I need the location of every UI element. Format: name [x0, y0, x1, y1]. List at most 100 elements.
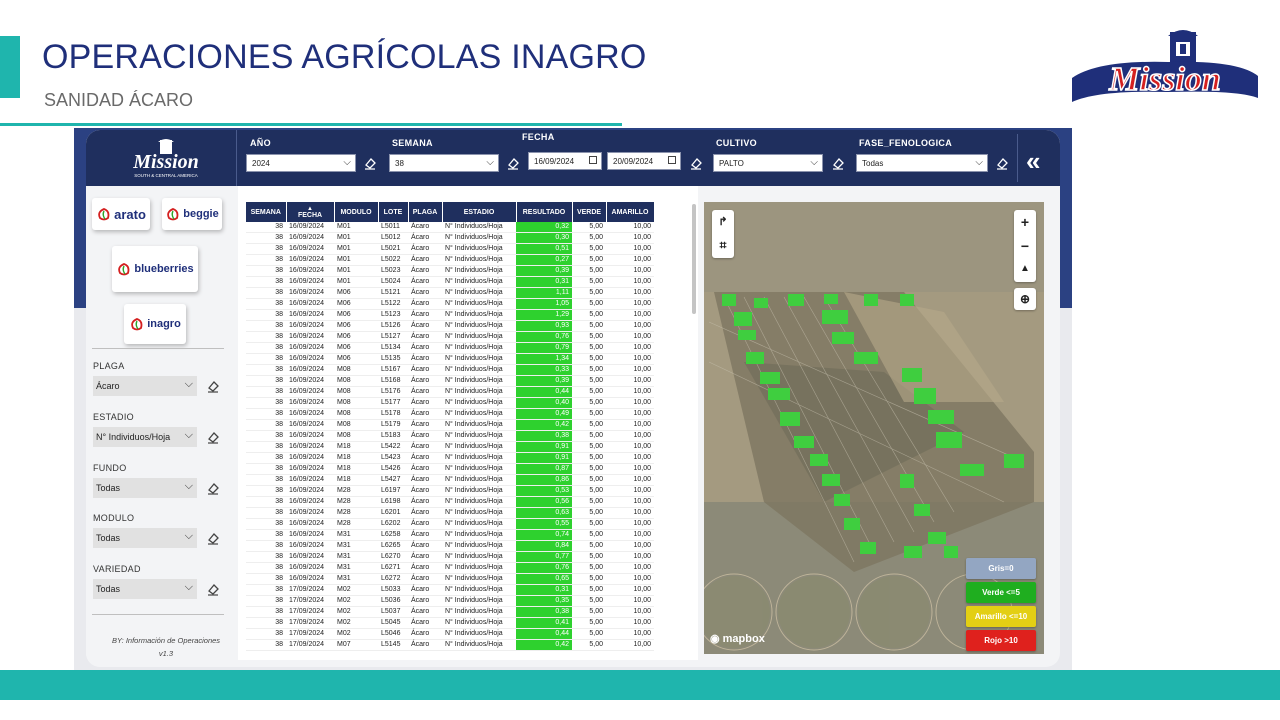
table-cell: 5,00 — [572, 265, 606, 278]
fecha-to-input[interactable]: 20/09/2024 — [607, 152, 681, 170]
table-row[interactable]: 38 16/09/2024 M06 L5127 Ácaro N° Individuos/H… — [246, 331, 654, 344]
fecha-from-input[interactable]: 16/09/2024 — [528, 152, 602, 170]
table-row[interactable]: 38 17/09/2024 M02 L5037 Ácaro N° Individuos/H… — [246, 606, 654, 619]
table-cell: 10,00 — [606, 485, 654, 498]
column-header[interactable]: MODULO — [334, 202, 379, 222]
column-header[interactable]: ESTADIO — [442, 202, 517, 222]
table-row[interactable]: 38 16/09/2024 M01 L5023 Ácaro N° Individuos/H… — [246, 265, 654, 278]
table-row[interactable]: 38 16/09/2024 M28 L6197 Ácaro N° Individuos/H… — [246, 485, 654, 498]
table-row[interactable]: 38 16/09/2024 M06 L5126 Ácaro N° Individuos/H… — [246, 320, 654, 333]
table-row[interactable]: 38 16/09/2024 M18 L5427 Ácaro N° Individuos/H… — [246, 474, 654, 487]
table-scrollbar[interactable] — [692, 204, 696, 314]
column-header[interactable]: ▲ FECHA — [286, 202, 335, 222]
table-row[interactable]: 38 16/09/2024 M18 L5423 Ácaro N° Individuos/H… — [246, 452, 654, 465]
plaga-dropdown[interactable]: Ácaro ⌵ — [93, 376, 197, 396]
column-header[interactable]: AMARILLO — [606, 202, 655, 222]
eraser-icon[interactable] — [206, 430, 220, 444]
estadio-label: ESTADIO — [93, 412, 134, 422]
column-header[interactable]: SEMANA — [246, 202, 287, 222]
table-row[interactable]: 38 17/09/2024 M02 L5045 Ácaro N° Individuos/H… — [246, 617, 654, 630]
mapbox-attribution[interactable]: ◉ mapbox — [710, 633, 765, 645]
table-row[interactable]: 38 16/09/2024 M01 L5024 Ácaro N° Individuos/H… — [246, 276, 654, 289]
table-row[interactable]: 38 16/09/2024 M31 L6265 Ácaro N° Individuos/H… — [246, 540, 654, 553]
table-row[interactable]: 38 16/09/2024 M31 L6258 Ácaro N° Individuos/H… — [246, 529, 654, 542]
brand-button-arato[interactable]: arato — [92, 198, 150, 230]
table-row[interactable]: 38 16/09/2024 M06 L5121 Ácaro N° Individuos/H… — [246, 287, 654, 300]
compass-icon[interactable]: ▲ — [1020, 263, 1030, 274]
table-row[interactable]: 38 16/09/2024 M08 L5178 Ácaro N° Individuos/H… — [246, 408, 654, 421]
table-row[interactable]: 38 17/09/2024 M07 L5145 Ácaro N° Individuos/H… — [246, 639, 654, 652]
eraser-icon[interactable] — [206, 582, 220, 596]
table-row[interactable]: 38 16/09/2024 M08 L5168 Ácaro N° Individuos/H… — [246, 375, 654, 388]
brand-button-blueberries[interactable]: blueberries — [112, 246, 198, 292]
table-cell: 0,55 — [516, 518, 572, 531]
eraser-icon[interactable] — [506, 156, 520, 170]
table-cell: 5,00 — [572, 254, 606, 267]
share-icon[interactable]: ↱ — [718, 216, 728, 228]
zoom-search-icon[interactable]: ⊕ — [1014, 288, 1036, 310]
eraser-icon[interactable] — [689, 156, 703, 170]
table-row[interactable]: 38 16/09/2024 M01 L5011 Ácaro N° Individuos/H… — [246, 222, 654, 234]
table-row[interactable]: 38 16/09/2024 M28 L6201 Ácaro N° Individuos/H… — [246, 507, 654, 520]
footer-band — [0, 670, 1280, 700]
legend-gris-button[interactable]: Gris=0 — [966, 558, 1036, 579]
legend-amarillo-button[interactable]: Amarillo <=10 — [966, 606, 1036, 627]
column-header[interactable]: RESULTADO — [516, 202, 573, 222]
table-row[interactable]: 38 16/09/2024 M01 L5012 Ácaro N° Individuos/H… — [246, 232, 654, 245]
eraser-icon[interactable] — [831, 156, 845, 170]
brand-button-beggie[interactable]: beggie — [162, 198, 222, 230]
variedad-dropdown[interactable]: Todas ⌵ — [93, 579, 197, 599]
table-cell: Ácaro — [408, 309, 442, 322]
table-cell: 0,31 — [516, 276, 572, 289]
mission-logo-text: Mission — [1108, 61, 1221, 98]
table-row[interactable]: 38 16/09/2024 M31 L6272 Ácaro N° Individuos/H… — [246, 573, 654, 586]
column-header[interactable]: VERDE — [572, 202, 607, 222]
table-row[interactable]: 38 16/09/2024 M08 L5183 Ácaro N° Individuos/H… — [246, 430, 654, 443]
semana-dropdown[interactable]: 38 ⌵ — [389, 154, 499, 172]
eraser-icon[interactable] — [206, 481, 220, 495]
double-chevron-left-icon[interactable]: « — [1026, 146, 1041, 176]
modulo-dropdown[interactable]: Todas ⌵ — [93, 528, 197, 548]
table-row[interactable]: 38 16/09/2024 M31 L6270 Ácaro N° Individuos/H… — [246, 551, 654, 564]
table-row[interactable]: 38 16/09/2024 M06 L5123 Ácaro N° Individuos/H… — [246, 309, 654, 322]
eraser-icon[interactable] — [363, 156, 377, 170]
estadio-dropdown[interactable]: N° Individuos/Hoja ⌵ — [93, 427, 197, 447]
table-row[interactable]: 38 17/09/2024 M02 L5036 Ácaro N° Individuos/H… — [246, 595, 654, 608]
table-row[interactable]: 38 16/09/2024 M06 L5134 Ácaro N° Individuos/H… — [246, 342, 654, 355]
column-header[interactable]: PLAGA — [408, 202, 443, 222]
column-header[interactable]: LOTE — [378, 202, 409, 222]
brand-button-inagro[interactable]: inagro — [124, 304, 186, 344]
legend-verde-button[interactable]: Verde <=5 — [966, 582, 1036, 603]
table-row[interactable]: 38 17/09/2024 M02 L5046 Ácaro N° Individuos/H… — [246, 628, 654, 641]
select-icon[interactable]: ⌗ — [719, 238, 727, 252]
fundo-dropdown[interactable]: Todas ⌵ — [93, 478, 197, 498]
eraser-icon[interactable] — [995, 156, 1009, 170]
table-cell: 5,00 — [572, 375, 606, 388]
table-row[interactable]: 38 16/09/2024 M18 L5422 Ácaro N° Individuos/H… — [246, 441, 654, 454]
eraser-icon[interactable] — [206, 379, 220, 393]
table-row[interactable]: 38 17/09/2024 M02 L5033 Ácaro N° Individuos/H… — [246, 584, 654, 597]
table-cell: N° Individuos/Hoja — [442, 375, 516, 388]
satellite-map[interactable]: ↱ ⌗ + − ▲ ⊕ Gris=0 Verde <=5 Amarillo <=… — [704, 202, 1044, 654]
table-row[interactable]: 38 16/09/2024 M28 L6202 Ácaro N° Individuos/H… — [246, 518, 654, 531]
table-cell: 17/09/2024 — [286, 617, 334, 630]
table-row[interactable]: 38 16/09/2024 M31 L6271 Ácaro N° Individuos/H… — [246, 562, 654, 575]
zoom-out-icon[interactable]: − — [1020, 238, 1030, 254]
table-row[interactable]: 38 16/09/2024 M01 L5022 Ácaro N° Individuos/H… — [246, 254, 654, 267]
anio-dropdown[interactable]: 2024 ⌵ — [246, 154, 356, 172]
cultivo-dropdown[interactable]: PALTO ⌵ — [713, 154, 823, 172]
table-row[interactable]: 38 16/09/2024 M06 L5135 Ácaro N° Individuos/H… — [246, 353, 654, 366]
table-cell: Ácaro — [408, 628, 442, 641]
fase-dropdown[interactable]: Todas ⌵ — [856, 154, 988, 172]
zoom-in-icon[interactable]: + — [1020, 214, 1030, 230]
legend-rojo-button[interactable]: Rojo >10 — [966, 630, 1036, 651]
eraser-icon[interactable] — [206, 531, 220, 545]
table-row[interactable]: 38 16/09/2024 M08 L5167 Ácaro N° Individuos/H… — [246, 364, 654, 377]
table-row[interactable]: 38 16/09/2024 M01 L5021 Ácaro N° Individuos/H… — [246, 243, 654, 256]
table-row[interactable]: 38 16/09/2024 M08 L5176 Ácaro N° Individuos/H… — [246, 386, 654, 399]
table-row[interactable]: 38 16/09/2024 M08 L5179 Ácaro N° Individuos/H… — [246, 419, 654, 432]
table-row[interactable]: 38 16/09/2024 M18 L5426 Ácaro N° Individuos/H… — [246, 463, 654, 476]
table-row[interactable]: 38 16/09/2024 M28 L6198 Ácaro N° Individuos/H… — [246, 496, 654, 509]
table-row[interactable]: 38 16/09/2024 M08 L5177 Ácaro N° Individuos/H… — [246, 397, 654, 410]
table-row[interactable]: 38 16/09/2024 M06 L5122 Ácaro N° Individuos/H… — [246, 298, 654, 311]
